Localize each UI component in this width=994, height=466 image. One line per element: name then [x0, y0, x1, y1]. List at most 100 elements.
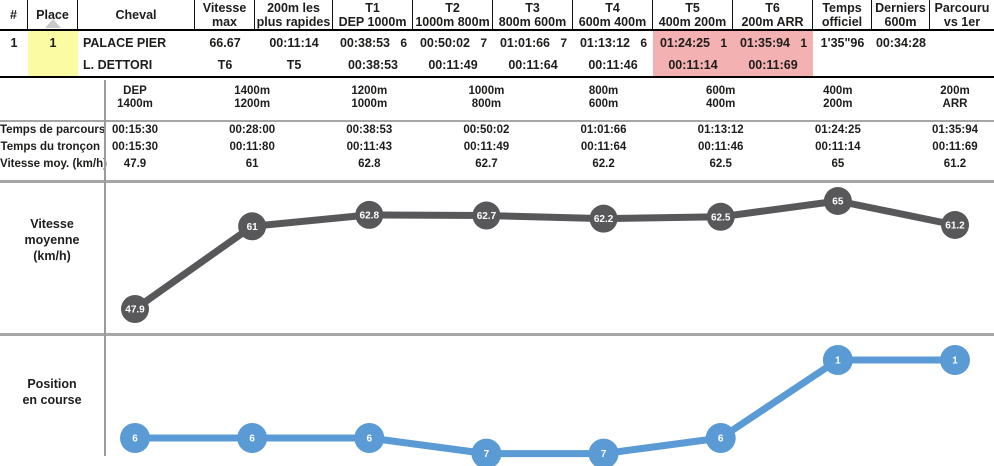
sectional-column-header: 800m 600m: [546, 85, 662, 111]
position-chart-label: Position en course: [0, 376, 104, 408]
section-rank: 1: [720, 36, 727, 50]
column-header-label: Place: [36, 7, 69, 22]
sectional-column-header-line: 400m: [705, 98, 736, 110]
section-rank: 7: [560, 36, 567, 50]
cell-num: 1: [0, 31, 28, 76]
section-split: 00:11:49: [428, 58, 478, 72]
speed-point-label: 62.8: [360, 210, 380, 221]
column-header-label: Vitesse: [202, 0, 247, 15]
sectional-column-header: 200m ARR: [897, 85, 994, 111]
position-point[interactable]: [822, 345, 853, 375]
position-point-label: 7: [601, 449, 607, 460]
cell-t1: 00:38:53 6 00:38:53: [333, 31, 413, 76]
official-time: 1'35"96: [820, 36, 865, 50]
max-speed-value: 66.67: [209, 36, 241, 50]
column-header-cheval: Cheval: [78, 0, 195, 29]
sectional-value-temps-parcours: 01:13:12: [697, 124, 744, 136]
cell-derniers-600m: 00:34:28: [872, 31, 930, 76]
position-point[interactable]: [120, 423, 150, 453]
sectional-value-temps-parcours: 01:35:94: [931, 124, 979, 136]
position-point[interactable]: [705, 423, 736, 453]
speed-point[interactable]: [706, 202, 735, 231]
position-point-label: 6: [367, 434, 373, 445]
speed-point-label: 65: [832, 197, 844, 208]
column-header-label: Derniers: [875, 0, 926, 15]
column-header-t4: T4 600m 400m: [573, 0, 653, 29]
sectional-value-temps-troncon: 00:11:14: [815, 141, 861, 153]
sectional-column-header-line: 1200m: [234, 98, 271, 110]
speed-chart-label: Vitesse moyenne (km/h): [0, 216, 104, 264]
cell-parcouru-vs-1er: [930, 31, 994, 76]
sectional-column-header-line: 200m: [823, 98, 853, 110]
column-header-label: T4: [605, 0, 620, 15]
results-row: 1 1 PALACE PIER L. DETTORI 66.67 T6 00:11:14 T5…: [0, 31, 994, 76]
speed-point-label: 62.5: [711, 212, 731, 223]
column-header-vitesse-max: Vitesse max: [195, 0, 255, 29]
sectional-table: Temps de parcours Temps du tronçon Vites…: [0, 82, 994, 180]
column-header-t6: T6 200m ARR: [733, 0, 813, 29]
speed-chart: 47.9 61 62.8 62.7 62.2 62.5 65 61.2: [121, 187, 970, 324]
section-rank: 1: [800, 36, 807, 50]
sectional-column-header: 600m 400m: [663, 85, 779, 111]
section-split: 00:11:69: [748, 58, 798, 72]
cell-temps-officiel: 1'35"96: [813, 31, 872, 76]
column-header-label: Parcouru: [934, 0, 990, 15]
speed-point[interactable]: [941, 211, 970, 240]
runner-number: 1: [10, 36, 18, 50]
sectional-value-temps-troncon: 00:11:64: [580, 141, 627, 153]
column-header-label: #: [10, 7, 17, 22]
sectional-column-header: 400m 200m: [780, 85, 896, 111]
sectional-value-vitesse-moy: 62.7: [475, 158, 498, 170]
sectional-value-vitesse-moy: 61.2: [943, 158, 967, 170]
sectional-value-vitesse-moy: 62.2: [592, 158, 615, 170]
sectional-column-header-line: ARR: [942, 98, 968, 110]
position-point-label: 6: [249, 434, 255, 445]
speed-point[interactable]: [823, 187, 852, 215]
cell-vitesse-max: 66.67 T6: [195, 31, 255, 76]
position-point[interactable]: [940, 345, 971, 375]
section-time: 00:38:53: [339, 36, 391, 50]
cell-t4: 01:13:12 6 00:11:46: [573, 31, 653, 76]
column-header-t1: T1 DEP 1000m: [333, 0, 413, 29]
section-time: 01:35:94: [739, 36, 791, 50]
speed-point[interactable]: [589, 204, 618, 233]
column-header-temps-officiel: Temps officiel: [813, 0, 872, 29]
column-header-label: 400m 200m: [658, 14, 727, 29]
sectional-header-separator: [0, 120, 994, 122]
results-table: # Place Cheval Vitesse max 200m les plus rapid…: [0, 0, 994, 78]
section-time: 01:13:12: [579, 36, 631, 50]
column-header-label: 800m 600m: [498, 14, 567, 29]
column-header-label: 200m ARR: [741, 14, 804, 29]
column-header-label: 600m 400m: [578, 14, 647, 29]
speed-point[interactable]: [472, 201, 501, 230]
speed-point[interactable]: [355, 200, 384, 229]
row-label-temps-de-parcours: Temps de parcours: [0, 124, 106, 136]
section-time: 01:01:66: [499, 36, 551, 50]
max-speed-section: T6: [217, 58, 233, 72]
position-point[interactable]: [471, 438, 502, 466]
sectional-column-header-line: 1200m: [351, 85, 388, 97]
column-header-200m-plus-rapides: 200m les plus rapides: [255, 0, 333, 29]
sectional-value-temps-troncon: 00:11:49: [463, 141, 510, 153]
position-point[interactable]: [354, 423, 385, 453]
horse-name: PALACE PIER: [83, 36, 167, 50]
speed-point[interactable]: [238, 212, 267, 241]
speed-point-label: 61.2: [945, 221, 965, 232]
position-point[interactable]: [588, 438, 619, 466]
sectional-column-header: 1200m 1000m: [311, 85, 427, 111]
jockey-name: L. DETTORI: [83, 58, 153, 72]
column-header-label: vs 1er: [943, 14, 981, 29]
speed-point[interactable]: [121, 295, 149, 324]
position-point-label: 6: [132, 434, 138, 445]
column-header-label: 1000m 800m: [415, 14, 490, 29]
section-rank: 6: [640, 36, 647, 50]
speed-point-label: 62.7: [477, 211, 497, 222]
column-header-place[interactable]: Place: [28, 0, 78, 29]
section-rank: 6: [400, 36, 407, 50]
sectional-value-temps-parcours: 00:50:02: [463, 124, 510, 136]
position-point[interactable]: [237, 423, 268, 453]
cell-t5: 01:24:25 1 00:11:14: [653, 31, 733, 76]
sectional-value-vitesse-moy: 62.8: [358, 158, 381, 170]
sectional-value-temps-parcours: 01:01:66: [580, 124, 627, 136]
speed-point-label: 47.9: [125, 305, 145, 316]
